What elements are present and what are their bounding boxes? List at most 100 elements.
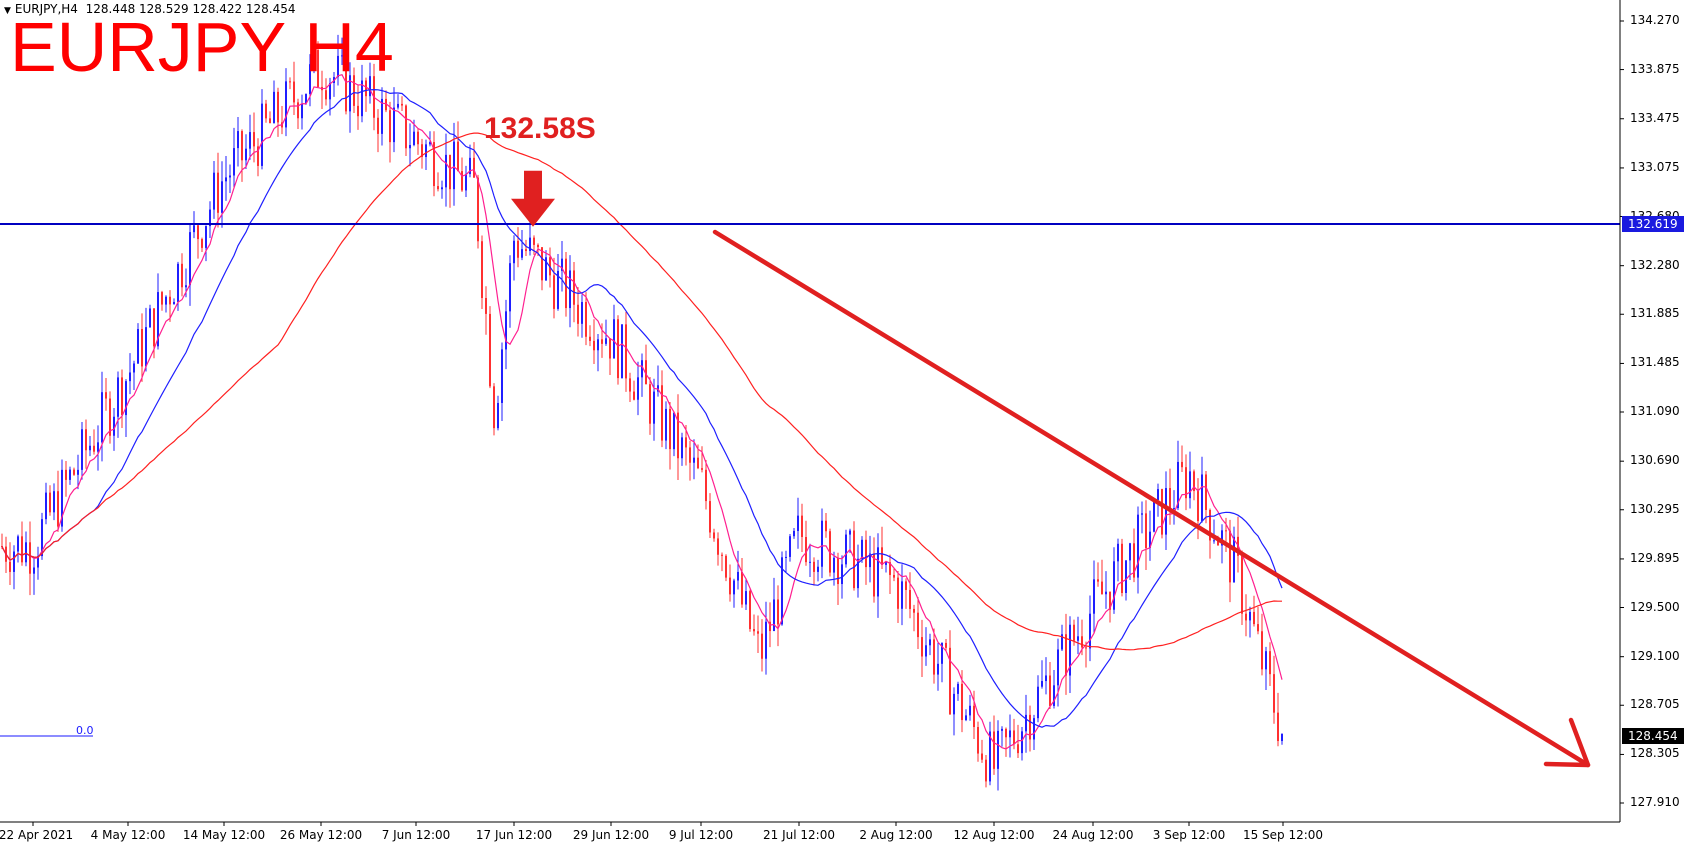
candle-up-body <box>861 539 863 559</box>
candle-down-body <box>889 562 891 575</box>
candle-down-body <box>741 571 743 605</box>
x-tick-label: 26 May 12:00 <box>279 828 363 842</box>
candle-up-body <box>393 107 395 143</box>
candle-up-body <box>785 556 787 558</box>
x-tick-label: 9 Jul 12:00 <box>668 828 734 842</box>
sell-level-annotation: 132.58S <box>484 112 596 145</box>
candle-up-body <box>561 258 563 271</box>
candle-up-body <box>1077 636 1079 641</box>
symbol-info: ▼ EURJPY,H4 128.448 128.529 128.422 128.4… <box>4 2 296 16</box>
candle-down-body <box>713 532 715 539</box>
y-tick-label: 130.690 <box>1630 453 1680 468</box>
candle-up-body <box>841 564 843 585</box>
hline-price-tag: 132.619 <box>1622 216 1684 232</box>
ma-fast-line <box>1 73 1283 750</box>
candle-down-body <box>433 142 435 187</box>
candle-up-body <box>349 75 351 112</box>
x-tick-label: 3 Sep 12:00 <box>1152 828 1226 842</box>
candle-down-body <box>49 492 51 513</box>
candle-down-body <box>1253 611 1255 625</box>
candle-up-body <box>1265 651 1267 670</box>
dropdown-arrow-icon[interactable]: ▼ <box>4 6 11 16</box>
candle-down-body <box>945 642 947 648</box>
candle-down-body <box>93 445 95 452</box>
candle-down-body <box>105 392 107 399</box>
candle-up-body <box>1089 613 1091 649</box>
candle-up-body <box>505 311 507 350</box>
candle-up-body <box>157 292 159 347</box>
candle-down-body <box>1017 744 1019 754</box>
candle-down-body <box>769 621 771 632</box>
candle-down-body <box>477 177 479 242</box>
candle-up-body <box>1105 591 1107 595</box>
candle-down-body <box>749 591 751 630</box>
candle-up-body <box>441 187 443 190</box>
candle-down-body <box>917 612 919 638</box>
candle-down-body <box>577 304 579 324</box>
candle-down-body <box>269 118 271 123</box>
candle-down-body <box>837 557 839 585</box>
x-tick-label: 21 Jul 12:00 <box>763 828 835 842</box>
candle-up-body <box>133 363 135 373</box>
candle-up-body <box>925 645 927 657</box>
x-tick-label: 12 Aug 12:00 <box>953 828 1035 842</box>
candle-down-body <box>29 542 31 574</box>
candle-up-body <box>745 591 747 605</box>
candle-up-body <box>529 237 531 252</box>
x-tick-label: 4 May 12:00 <box>90 828 166 842</box>
candle-up-body <box>793 530 795 537</box>
y-tick-label: 131.885 <box>1630 306 1680 321</box>
candle-down-body <box>353 75 355 106</box>
candle-up-body <box>989 731 991 782</box>
candle-up-body <box>1125 560 1127 594</box>
candle-up-body <box>597 339 599 351</box>
candle-up-body <box>969 705 971 716</box>
candle-up-body <box>733 580 735 595</box>
candle-up-body <box>665 408 667 441</box>
candle-down-body <box>357 105 359 117</box>
candle-up-body <box>445 154 447 188</box>
candle-up-body <box>145 327 147 367</box>
candle-down-body <box>345 55 347 112</box>
candle-down-body <box>921 637 923 657</box>
candle-up-body <box>397 103 399 108</box>
candle-up-body <box>89 445 91 451</box>
candle-down-body <box>709 501 711 533</box>
candle-down-body <box>1049 675 1051 706</box>
candle-down-body <box>1277 712 1279 742</box>
candle-up-body <box>797 515 799 531</box>
candle-down-body <box>1109 591 1111 610</box>
trend-arrowhead-icon <box>1543 717 1591 768</box>
candle-up-body <box>737 571 739 581</box>
candle-down-body <box>421 144 423 158</box>
candle-up-body <box>69 469 71 480</box>
candle-up-body <box>929 639 931 646</box>
y-tick-label: 130.295 <box>1630 501 1680 516</box>
candle-down-body <box>601 339 603 344</box>
candle-down-body <box>985 759 987 782</box>
candle-up-body <box>301 103 303 119</box>
candle-down-body <box>1085 647 1087 649</box>
candle-down-body <box>109 398 111 436</box>
candle-down-body <box>1269 651 1271 675</box>
candle-down-body <box>1197 491 1199 522</box>
candle-down-body <box>589 336 591 341</box>
candle-up-body <box>41 519 43 557</box>
candle-down-body <box>533 237 535 245</box>
candle-down-body <box>825 520 827 532</box>
candle-down-body <box>457 141 459 172</box>
candle-up-body <box>13 551 15 572</box>
candle-down-body <box>805 537 807 563</box>
candle-down-body <box>661 385 663 441</box>
candle-down-body <box>897 577 899 609</box>
candle-down-body <box>277 91 279 123</box>
candle-up-body <box>1069 624 1071 676</box>
candle-up-body <box>885 562 887 565</box>
candle-down-body <box>1257 624 1259 632</box>
candle-down-body <box>905 581 907 590</box>
candle-down-body <box>649 384 651 424</box>
candle-down-body <box>913 608 915 613</box>
candle-up-body <box>113 416 115 436</box>
candle-up-body <box>521 249 523 258</box>
